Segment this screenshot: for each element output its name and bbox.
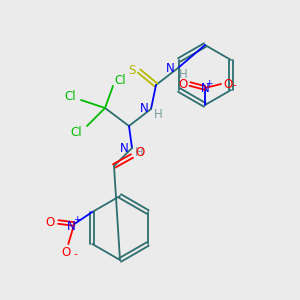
Text: N: N xyxy=(120,142,129,154)
Text: Cl: Cl xyxy=(70,127,82,140)
Text: S: S xyxy=(128,64,136,77)
Text: +: + xyxy=(74,215,81,224)
Text: N: N xyxy=(166,61,175,74)
Text: N: N xyxy=(201,82,209,94)
Text: N: N xyxy=(67,220,76,233)
Text: -: - xyxy=(74,249,77,259)
Text: +: + xyxy=(205,80,213,88)
Text: H: H xyxy=(154,109,162,122)
Text: Cl: Cl xyxy=(114,74,126,88)
Text: O: O xyxy=(62,245,71,259)
Text: O: O xyxy=(135,146,145,160)
Text: H: H xyxy=(178,68,188,80)
Text: Cl: Cl xyxy=(64,89,76,103)
Text: H: H xyxy=(135,146,143,160)
Text: O: O xyxy=(46,215,55,229)
Text: N: N xyxy=(140,103,149,116)
Text: O: O xyxy=(224,77,232,91)
Text: -: - xyxy=(232,80,236,90)
Text: O: O xyxy=(178,77,188,91)
